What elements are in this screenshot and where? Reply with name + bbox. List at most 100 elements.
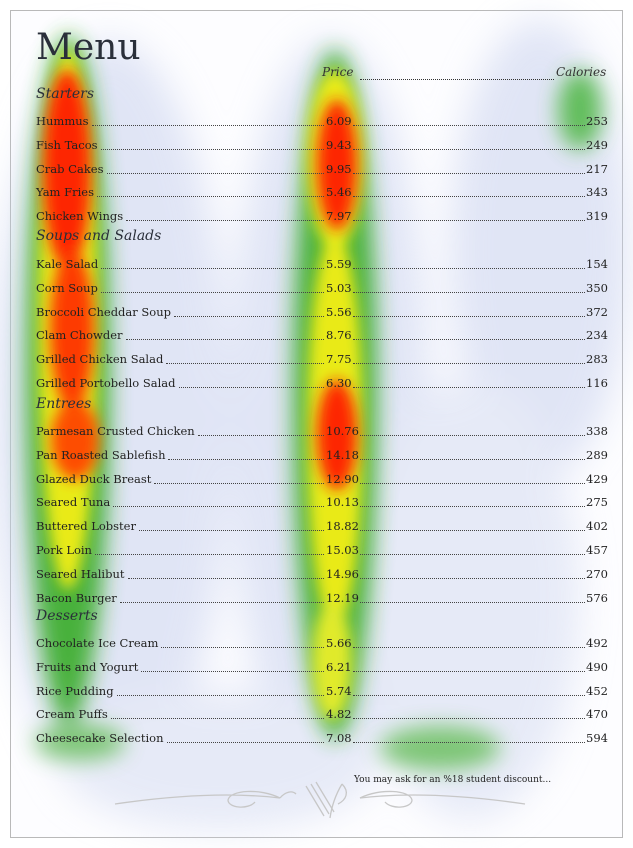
dotted-leader (353, 387, 585, 388)
menu-item-calories: 490 (586, 660, 608, 674)
menu-item-name: Clam Chowder (36, 328, 123, 342)
menu-item-price: 10.13 (326, 495, 359, 509)
dotted-leader (126, 339, 324, 340)
dotted-leader (353, 742, 585, 743)
dotted-leader (120, 602, 324, 603)
menu-item-price: 10.76 (326, 424, 359, 438)
menu-item-name: Cheesecake Selection (36, 731, 164, 745)
menu-item-row: Grilled Chicken Salad 7.75 283 (36, 352, 608, 368)
menu-item-price: 8.76 (326, 328, 352, 342)
dotted-leader (141, 671, 324, 672)
menu-item-row: Glazed Duck Breast 12.90 429 (36, 472, 608, 488)
menu-item-name: Fruits and Yogurt (36, 660, 139, 674)
dotted-leader (353, 149, 585, 150)
dotted-leader (353, 196, 585, 197)
menu-item-price: 9.95 (326, 162, 352, 176)
menu-item-price: 6.30 (326, 376, 352, 390)
menu-item-name: Kale Salad (36, 257, 99, 271)
menu-item-calories: 470 (586, 707, 608, 721)
dotted-leader (117, 695, 324, 696)
header-dotted-leader (360, 65, 554, 80)
dotted-leader (353, 292, 585, 293)
menu-item-name: Glazed Duck Breast (36, 472, 152, 486)
dotted-leader (360, 578, 585, 579)
menu-item-calories: 289 (586, 448, 608, 462)
menu-item-calories: 319 (586, 209, 608, 223)
dotted-leader (126, 220, 324, 221)
menu-item-calories: 350 (586, 281, 608, 295)
menu-item-price: 5.46 (326, 185, 352, 199)
menu-item-row: Seared Halibut 14.96 270 (36, 567, 608, 583)
menu-item-name: Fish Tacos (36, 138, 98, 152)
menu-item-row: Yam Fries 5.46 343 (36, 185, 608, 201)
dotted-leader (360, 459, 585, 460)
dotted-leader (161, 647, 324, 648)
dotted-leader (353, 268, 585, 269)
menu-item-row: Chocolate Ice Cream 5.66 492 (36, 636, 608, 652)
dotted-leader (139, 530, 324, 531)
menu-item-price: 9.43 (326, 138, 352, 152)
dotted-leader (353, 695, 585, 696)
menu-item-price: 5.66 (326, 636, 352, 650)
menu-item-row: Pork Loin 15.03 457 (36, 543, 608, 559)
menu-item-calories: 283 (586, 352, 608, 366)
calories-column-header: Calories (556, 65, 607, 79)
menu-item-calories: 154 (586, 257, 608, 271)
menu-item-price: 5.56 (326, 305, 352, 319)
price-column-header: Price (322, 65, 354, 79)
menu-item-calories: 249 (586, 138, 608, 152)
dotted-leader (101, 149, 324, 150)
dotted-leader (353, 647, 585, 648)
menu-item-price: 6.21 (326, 660, 352, 674)
menu-item-row: Kale Salad 5.59 154 (36, 257, 608, 273)
menu-item-name: Buttered Lobster (36, 519, 136, 533)
menu-item-name: Crab Cakes (36, 162, 104, 176)
menu-item-calories: 217 (586, 162, 608, 176)
section-heading: Desserts (36, 608, 98, 624)
menu-item-price: 12.90 (326, 472, 359, 486)
dotted-leader (97, 196, 324, 197)
menu-item-name: Pork Loin (36, 543, 92, 557)
menu-item-price: 15.03 (326, 543, 359, 557)
dotted-leader (111, 718, 324, 719)
menu-item-row: Bacon Burger 12.19 576 (36, 591, 608, 607)
section-heading: Soups and Salads (36, 228, 162, 244)
section-heading: Entrees (36, 396, 92, 412)
menu-item-price: 5.59 (326, 257, 352, 271)
menu-item-row: Chicken Wings 7.97 319 (36, 209, 608, 225)
menu-item-calories: 338 (586, 424, 608, 438)
menu-item-calories: 452 (586, 684, 608, 698)
menu-item-name: Rice Pudding (36, 684, 114, 698)
menu-item-calories: 372 (586, 305, 608, 319)
dotted-leader (360, 483, 585, 484)
dotted-leader (167, 742, 324, 743)
menu-item-calories: 234 (586, 328, 608, 342)
menu-item-calories: 429 (586, 472, 608, 486)
dotted-leader (168, 459, 324, 460)
dotted-leader (113, 506, 324, 507)
dotted-leader (101, 292, 324, 293)
menu-item-name: Cream Puffs (36, 707, 108, 721)
dotted-leader (353, 718, 585, 719)
menu-item-price: 7.75 (326, 352, 352, 366)
dotted-leader (166, 363, 324, 364)
menu-item-name: Parmesan Crusted Chicken (36, 424, 195, 438)
menu-item-calories: 343 (586, 185, 608, 199)
dotted-leader (360, 435, 585, 436)
menu-item-calories: 275 (586, 495, 608, 509)
menu-item-price: 4.82 (326, 707, 352, 721)
menu-item-row: Crab Cakes 9.95 217 (36, 162, 608, 178)
dotted-leader (174, 316, 324, 317)
dotted-leader (360, 530, 585, 531)
menu-item-name: Seared Tuna (36, 495, 111, 509)
menu-item-name: Chocolate Ice Cream (36, 636, 159, 650)
fork-knife-flourish-icon (114, 781, 526, 819)
menu-item-price: 7.97 (326, 209, 352, 223)
dotted-leader (360, 554, 585, 555)
menu-item-calories: 594 (586, 731, 608, 745)
menu-item-price: 18.82 (326, 519, 359, 533)
section-heading: Starters (36, 86, 95, 102)
menu-item-row: Pan Roasted Sablefish 14.18 289 (36, 448, 608, 464)
menu-item-name: Bacon Burger (36, 591, 117, 605)
menu-item-calories: 270 (586, 567, 608, 581)
